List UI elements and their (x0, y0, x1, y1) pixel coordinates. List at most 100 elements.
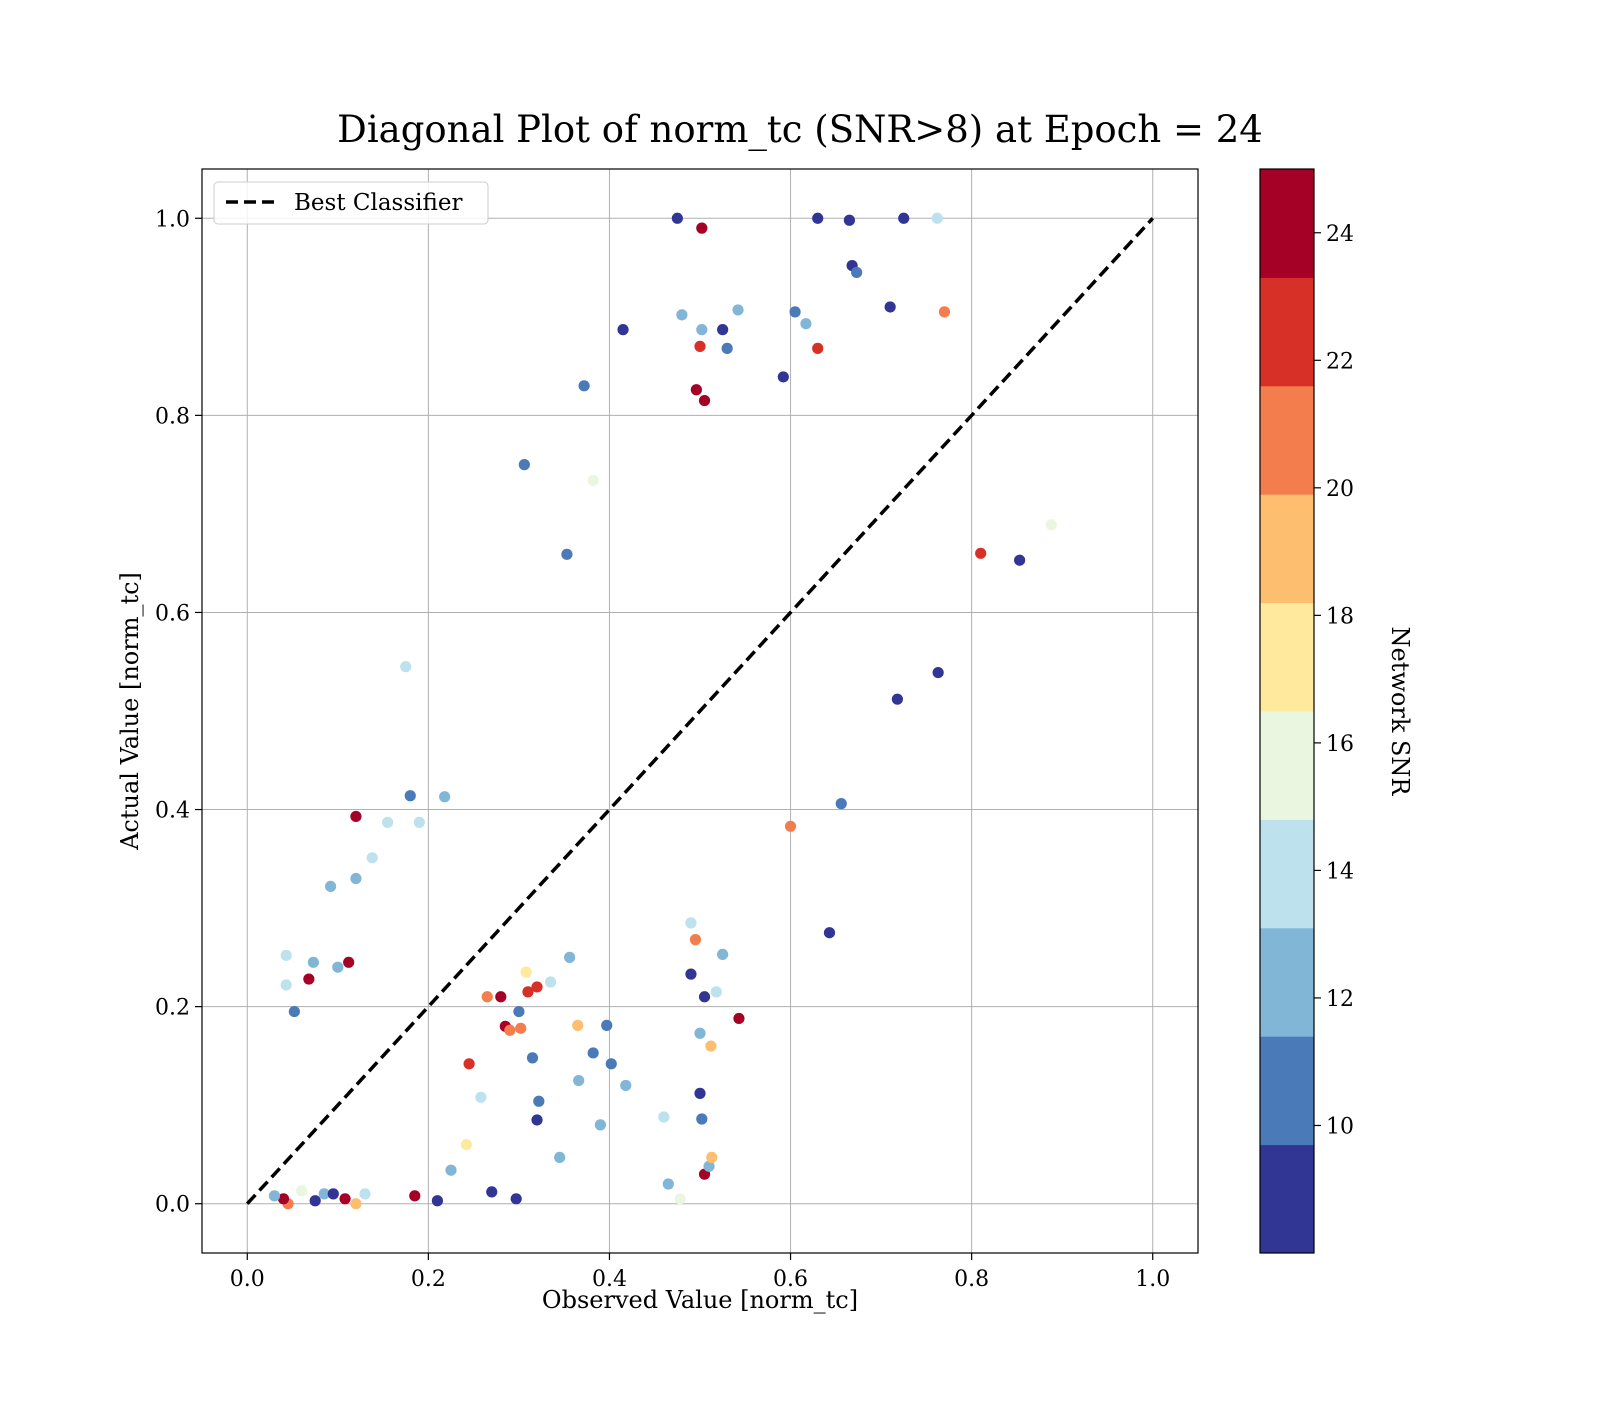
data-point (938, 306, 951, 318)
data-point (696, 1113, 708, 1125)
data-point (698, 991, 711, 1003)
data-point (717, 948, 729, 961)
colorbar-tick-label: 20 (1326, 477, 1354, 502)
data-point (510, 1193, 522, 1205)
data-point (526, 1052, 539, 1064)
data-point (533, 1095, 545, 1107)
data-point (518, 459, 530, 471)
y-tick-label: 0.8 (155, 404, 190, 429)
x-tick-label: 1.0 (1135, 1267, 1170, 1292)
data-point (404, 790, 416, 802)
x-tick-label: 0.8 (954, 1267, 989, 1292)
colorbar-segment (1260, 819, 1314, 929)
data-point (789, 306, 801, 318)
colorbar-segment (1260, 927, 1314, 1037)
data-point (674, 1193, 686, 1205)
colorbar-tick-label: 10 (1326, 1114, 1354, 1139)
data-point (835, 798, 847, 810)
data-point (617, 324, 629, 336)
x-tick-label: 0.4 (592, 1267, 627, 1292)
data-point (851, 266, 863, 279)
colorbar-segment (1260, 711, 1314, 820)
data-point (710, 986, 722, 998)
data-point (460, 1139, 472, 1151)
data-point (339, 1193, 351, 1205)
data-point (578, 380, 590, 392)
data-point (515, 1022, 527, 1034)
data-point (350, 810, 362, 823)
data-point (694, 340, 706, 352)
data-point (658, 1111, 670, 1123)
data-point (605, 1058, 617, 1070)
x-axis-label: Observed Value [norm_tc] (542, 1286, 858, 1314)
data-point (481, 991, 493, 1003)
legend: Best Classifier (213, 181, 489, 225)
data-point (366, 852, 378, 864)
data-point (382, 816, 394, 828)
data-point (475, 1091, 487, 1103)
data-point (685, 968, 697, 980)
colorbar-tick-label: 12 (1326, 987, 1354, 1012)
data-point (504, 1024, 516, 1036)
data-point (689, 934, 702, 946)
data-point (587, 1047, 599, 1059)
legend-entry-best-classifier: Best Classifier (294, 190, 462, 216)
colorbar-frame (1259, 168, 1315, 1254)
data-point (296, 1185, 308, 1197)
colorbar (1259, 168, 1315, 1254)
data-point (685, 917, 697, 929)
data-point (409, 1190, 421, 1202)
data-point (572, 1019, 584, 1031)
data-point (531, 981, 543, 993)
y-tick-label: 0.2 (155, 996, 190, 1021)
x-tick-label: 0.0 (230, 1267, 265, 1292)
colorbar-segment (1260, 494, 1314, 604)
legend-box (213, 181, 489, 225)
plot-area-frame (201, 168, 1199, 1254)
data-point (696, 324, 708, 336)
colorbar-segment (1260, 385, 1314, 495)
data-point (777, 371, 789, 383)
data-point (601, 1019, 613, 1031)
data-point (694, 1027, 706, 1039)
data-point (884, 301, 896, 313)
data-point (800, 318, 812, 330)
data-point (812, 342, 824, 354)
data-point (554, 1151, 566, 1164)
data-point (431, 1195, 444, 1207)
data-point (696, 222, 708, 234)
data-point (694, 1087, 706, 1099)
grid-lines (202, 169, 1198, 1253)
data-point (823, 927, 836, 939)
data-point (463, 1058, 475, 1070)
data-point (327, 1188, 339, 1200)
data-point (332, 961, 344, 973)
data-point (698, 394, 711, 407)
data-point (706, 1151, 718, 1164)
data-point (513, 1005, 525, 1018)
y-tick-label: 0.4 (155, 799, 190, 824)
data-point (522, 986, 534, 998)
y-axis-ticks: 0.0 0.2 0.4 0.6 0.8 1.0 (155, 207, 202, 1218)
data-point (843, 214, 856, 226)
x-tick-label: 0.2 (411, 1267, 446, 1292)
data-point (343, 956, 355, 968)
data-point (561, 548, 573, 560)
data-point (573, 1074, 585, 1087)
data-point (690, 384, 702, 396)
data-point (277, 1193, 290, 1205)
data-point (587, 474, 599, 487)
data-point (413, 816, 425, 828)
colorbar-tick-label: 24 (1326, 222, 1354, 247)
data-point (931, 212, 943, 224)
data-point (733, 1012, 745, 1025)
colorbar-segment (1260, 277, 1314, 387)
colorbar-tick-label: 18 (1326, 604, 1354, 629)
data-point (359, 1188, 371, 1200)
x-tick-label: 0.6 (773, 1267, 808, 1292)
data-point (303, 973, 315, 985)
data-point (280, 979, 292, 991)
colorbar-tick-label: 22 (1326, 349, 1354, 374)
data-point (280, 949, 292, 961)
